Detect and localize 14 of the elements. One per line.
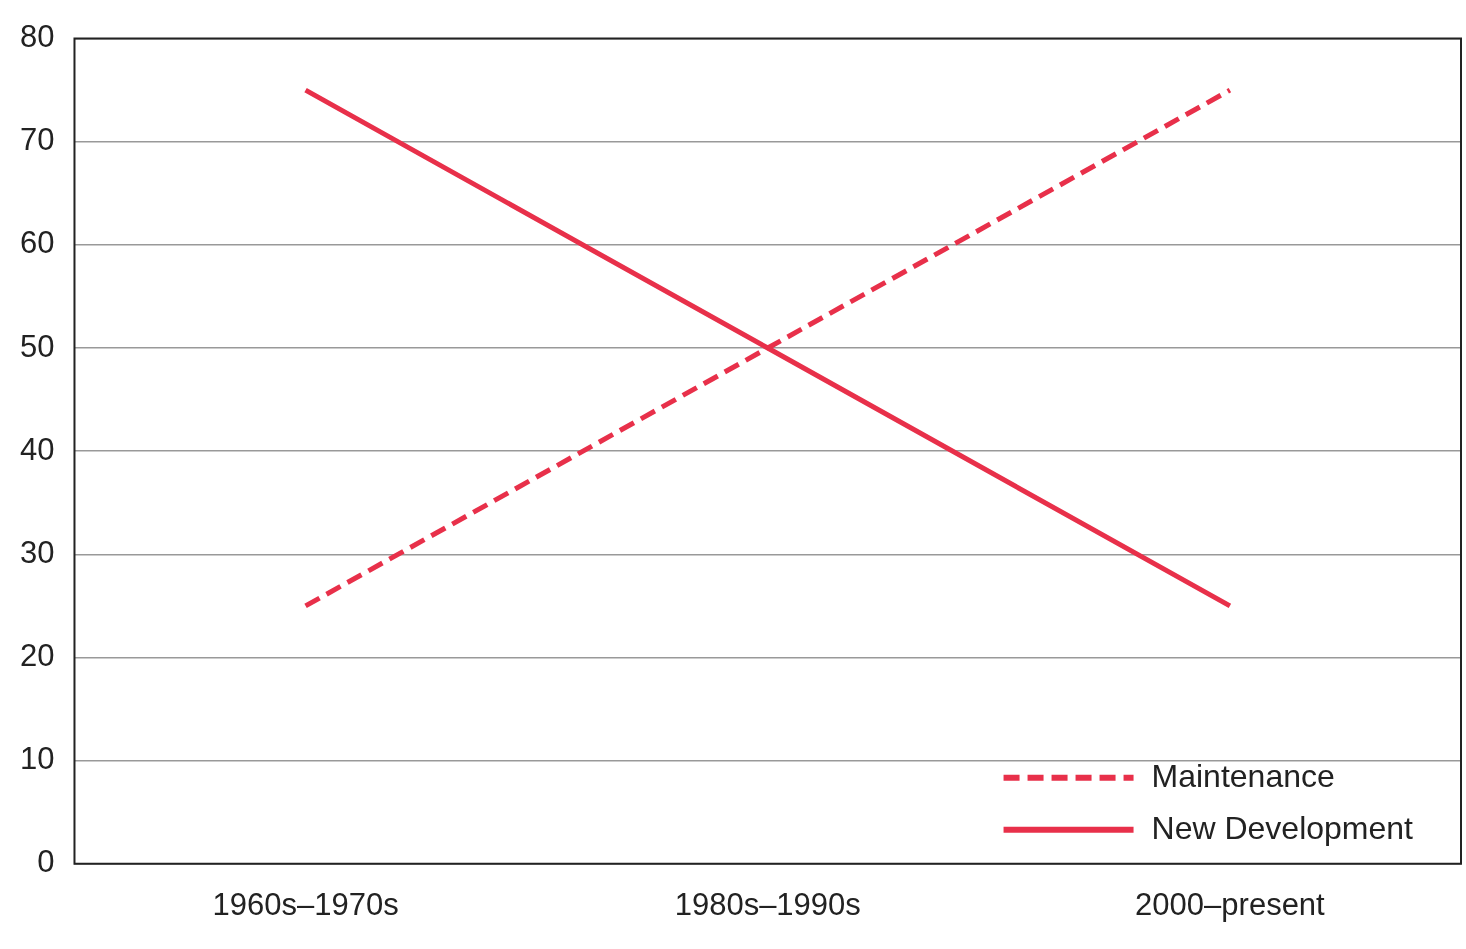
y-tick-label: 0 — [37, 844, 55, 880]
legend-label: Maintenance — [1151, 757, 1335, 794]
legend-label: New Development — [1151, 809, 1414, 846]
x-tick-label: 2000–present — [1135, 886, 1326, 922]
x-tick-label: 1980s–1990s — [674, 886, 861, 922]
y-tick-label: 70 — [20, 122, 55, 158]
y-tick-label: 50 — [20, 328, 55, 364]
y-tick-label: 10 — [20, 741, 55, 777]
y-tick-label: 80 — [20, 19, 55, 55]
y-tick-label: 40 — [20, 431, 55, 467]
x-tick-label: 1960s–1970s — [212, 886, 399, 922]
y-tick-label: 60 — [20, 225, 55, 261]
y-tick-label: 20 — [20, 638, 55, 674]
y-tick-label: 30 — [20, 534, 55, 570]
